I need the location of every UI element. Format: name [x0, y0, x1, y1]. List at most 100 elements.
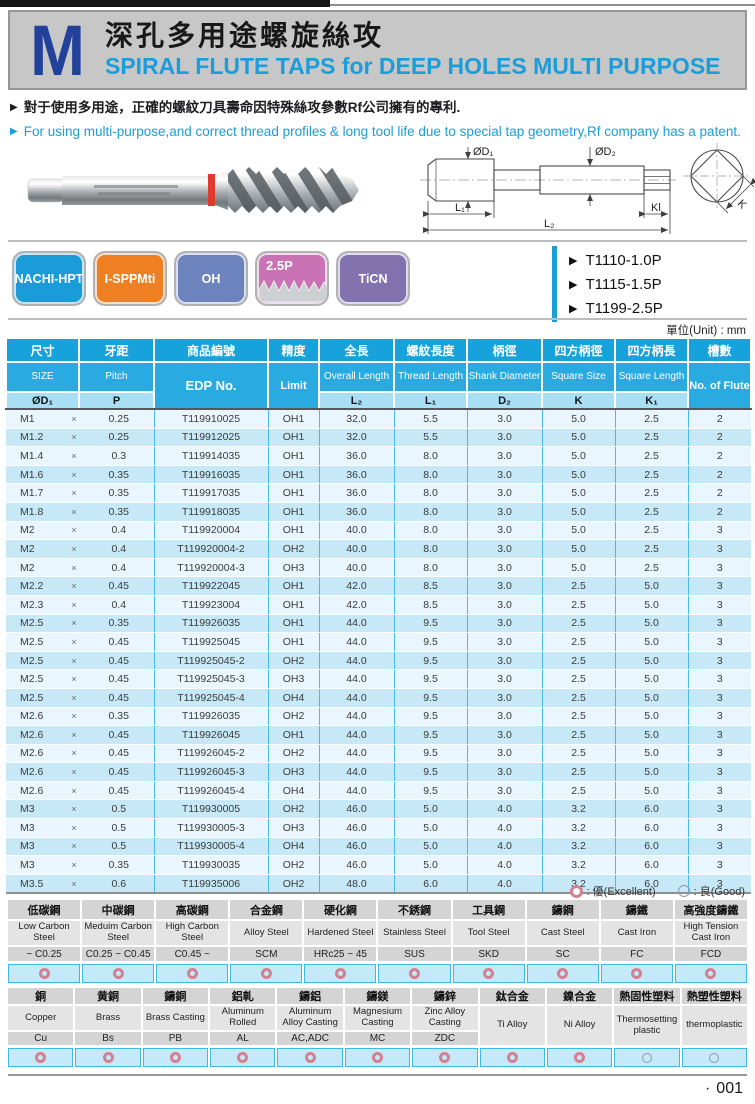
- legend-good-label: : 良(Good): [693, 886, 745, 898]
- material-name-zh: 鑄鋅: [412, 988, 478, 1004]
- data-cell: 5.0: [615, 614, 689, 634]
- data-cell: 2.5: [542, 614, 616, 634]
- data-cell: 46.0: [319, 855, 395, 875]
- data-cell: 2.5: [542, 707, 616, 727]
- tap-marking: [98, 192, 170, 195]
- model-list-accent-bar: [552, 246, 557, 322]
- product-visuals: ØD₁ ØD₂ L₁ Kl L₂ K: [0, 142, 755, 240]
- data-cell: 2.5: [615, 483, 689, 503]
- legend-excellent: : 優(Excellent): [569, 883, 656, 899]
- multiply-sign: ×: [71, 413, 77, 424]
- data-cell: 5.0: [615, 762, 689, 782]
- material-zh-row: 銅黄銅 鑄銅 鋁軋 鑄鋁 鑄鎂 鑄鋅 鈦合金 鎳合金 熱固性塑料 熱塑性塑料: [8, 988, 747, 1004]
- data-cell: 3: [688, 725, 751, 745]
- size-value: M2.6: [20, 766, 44, 779]
- size-pitch-cell: M2.6 × 0.35: [6, 707, 155, 727]
- data-cell: 8.0: [394, 521, 468, 541]
- multiply-sign: ×: [71, 488, 77, 499]
- material-spec: AC,ADC: [277, 1032, 343, 1045]
- data-cell: 9.5: [394, 632, 468, 652]
- pitch-value: 0.5: [111, 821, 127, 834]
- data-cell: T119920004-2: [154, 539, 269, 559]
- feature-badges: NACHI-HPT I-SPPMti OH 2.5P TiCN: [12, 251, 410, 306]
- spec-table-header: 尺寸 牙距 商品編號 精度 全長 螺紋長度 柄徑 四方柄徑 四方柄長 槽數 SIZE Pitch EDP…: [5, 337, 752, 410]
- data-cell: T119920004-3: [154, 558, 269, 578]
- material-spec: Cu: [8, 1032, 74, 1045]
- size-value: M1.6: [20, 468, 44, 481]
- data-cell: 2.5: [542, 669, 616, 689]
- tap-taper: [215, 171, 228, 210]
- size-pitch-cell: M1 × 0.25: [6, 409, 155, 429]
- table-row: M1.4 × 0.3 T119914035 OH1 36.0 8.0 3.0 5.0 2.5 2: [6, 446, 751, 466]
- bullet-triangle-icon: ▶: [569, 278, 578, 291]
- page-number-bullet: ·: [704, 1080, 711, 1097]
- badge-label: NACHI-HPT: [14, 271, 84, 286]
- legend-excellent-label: : 優(Excellent): [586, 886, 656, 898]
- data-cell: 3: [688, 855, 751, 875]
- data-cell: 3: [688, 818, 751, 838]
- data-cell: T119920004: [154, 521, 269, 541]
- data-cell: 6.0: [615, 874, 689, 895]
- data-cell: 3.2: [542, 799, 616, 820]
- material-name-zh: 鑄銅: [142, 988, 209, 1004]
- column-header-zh: 槽數: [687, 337, 752, 363]
- material-name-en: Magnesium Casting: [344, 1006, 411, 1030]
- pitch-value: 0.3: [111, 449, 127, 462]
- bullet-triangle-icon: ▶: [569, 254, 578, 267]
- column-header-en: EDP No.: [153, 361, 269, 410]
- top-black-bar: [0, 0, 330, 7]
- excellent-ring-icon: [169, 1052, 181, 1063]
- table-row: M2.3 × 0.4 T119923004 OH1 42.0 8.5 3.0 2.5 5.0 3: [6, 595, 751, 615]
- data-cell: 5.0: [542, 502, 616, 522]
- size-value: M2.6: [20, 710, 44, 723]
- excellent-ring-icon: [574, 1052, 586, 1063]
- pitch-value: 0.35: [108, 468, 129, 481]
- page-number-value: 001: [716, 1080, 743, 1097]
- column-header-symbol: D₂: [466, 391, 543, 410]
- material-name-en: thermoplastic: [681, 1006, 747, 1045]
- multiply-sign: ×: [71, 599, 77, 610]
- column-header-en: Shank Diameter: [466, 361, 543, 393]
- multiply-sign: ×: [71, 692, 77, 703]
- size-value: M2: [20, 524, 35, 537]
- badge-label: I-SPPMti: [104, 271, 156, 286]
- data-cell: 3: [688, 595, 751, 615]
- data-cell: 46.0: [319, 818, 395, 838]
- size-pitch-cell: M1.4 × 0.3: [6, 446, 155, 466]
- data-cell: T119926045-3: [154, 762, 269, 782]
- data-cell: 2: [688, 428, 751, 448]
- data-cell: 44.0: [319, 614, 395, 634]
- data-cell: OH1: [268, 614, 320, 634]
- data-cell: 3.0: [467, 558, 543, 578]
- column-header-en: No. of Flute: [687, 361, 752, 410]
- data-cell: 3: [688, 669, 751, 689]
- rating-cell: [344, 1048, 411, 1067]
- data-cell: T119930005-4: [154, 837, 269, 857]
- column-header-en: Limit: [267, 361, 320, 410]
- data-cell: 2.5: [542, 781, 616, 801]
- data-cell: OH1: [268, 595, 320, 615]
- data-cell: OH2: [268, 651, 320, 671]
- data-cell: 6.0: [394, 874, 468, 895]
- data-cell: 3.2: [542, 818, 616, 838]
- multiply-sign: ×: [71, 450, 77, 461]
- model-items: ▶ T1110-1.0P ▶ T1115-1.5P ▶ T1199-2.5P: [569, 246, 663, 322]
- pitch-value: 0.45: [108, 747, 129, 760]
- pitch-value: 0.45: [108, 580, 129, 593]
- material-rating-row: [8, 964, 747, 983]
- data-cell: T119926035: [154, 614, 269, 634]
- data-cell: 44.0: [319, 651, 395, 671]
- size-pitch-cell: M2.3 × 0.4: [6, 595, 155, 615]
- data-cell: 9.5: [394, 725, 468, 745]
- rating-cell: [614, 1048, 680, 1067]
- material-spec: ZDC: [412, 1032, 478, 1045]
- data-cell: T119926045-4: [154, 781, 269, 801]
- excellent-ring-icon: [409, 968, 421, 979]
- column-header-zh: 牙距: [78, 337, 155, 363]
- data-cell: OH2: [268, 707, 320, 727]
- data-cell: OH4: [268, 781, 320, 801]
- material-name-en: Alloy Steel: [230, 921, 303, 945]
- data-cell: T119925045-4: [154, 688, 269, 708]
- material-zh-row: 低碳鋼 中碳鋼 高碳鋼 合金鋼 硬化鋼 不銹鋼 工具鋼 鑄鋼 鑄鐵 高強度鑄鐵: [8, 900, 747, 919]
- column-header-en: Square Length: [614, 361, 689, 393]
